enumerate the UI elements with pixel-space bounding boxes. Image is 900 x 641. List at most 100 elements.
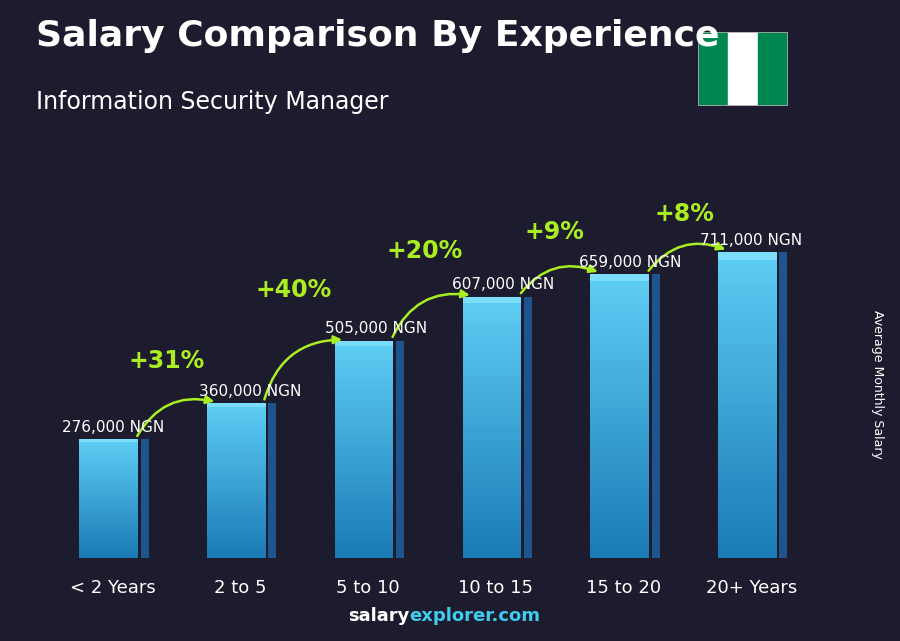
Bar bbox=[718, 271, 777, 275]
Bar bbox=[79, 516, 138, 518]
Bar bbox=[79, 454, 138, 455]
Bar bbox=[335, 547, 393, 549]
Bar bbox=[718, 512, 777, 515]
Bar bbox=[718, 439, 777, 443]
Bar bbox=[335, 357, 393, 360]
Bar bbox=[463, 404, 521, 408]
Bar bbox=[79, 497, 138, 498]
Bar bbox=[463, 515, 521, 519]
Bar bbox=[335, 498, 393, 501]
Bar bbox=[718, 287, 777, 290]
Bar bbox=[718, 478, 777, 481]
Bar bbox=[463, 460, 521, 463]
Bar bbox=[207, 513, 266, 515]
Bar bbox=[463, 535, 521, 538]
Bar bbox=[463, 349, 521, 352]
Bar bbox=[463, 531, 521, 535]
Bar bbox=[79, 535, 138, 537]
Bar bbox=[463, 352, 521, 355]
Bar bbox=[79, 474, 138, 476]
Bar bbox=[463, 437, 521, 440]
Bar bbox=[718, 367, 777, 370]
Bar bbox=[590, 512, 649, 515]
Bar bbox=[207, 494, 266, 495]
Bar bbox=[335, 414, 393, 417]
Bar bbox=[140, 439, 148, 558]
Bar bbox=[718, 504, 777, 508]
Bar bbox=[718, 420, 777, 424]
Bar bbox=[335, 408, 393, 411]
Bar bbox=[718, 493, 777, 497]
Bar bbox=[79, 503, 138, 504]
Bar bbox=[335, 438, 393, 441]
Bar bbox=[590, 526, 649, 529]
Text: 360,000 NGN: 360,000 NGN bbox=[200, 384, 302, 399]
Bar bbox=[207, 482, 266, 484]
Bar bbox=[718, 470, 777, 474]
Bar bbox=[590, 345, 649, 349]
Bar bbox=[79, 507, 138, 509]
Bar bbox=[463, 316, 521, 319]
Bar bbox=[590, 285, 649, 288]
Bar bbox=[335, 403, 393, 406]
Bar bbox=[79, 490, 138, 491]
Bar bbox=[207, 467, 266, 469]
Bar bbox=[335, 506, 393, 509]
Bar bbox=[207, 403, 266, 405]
Bar bbox=[590, 353, 649, 356]
Bar bbox=[79, 442, 138, 444]
Bar bbox=[463, 538, 521, 542]
Bar bbox=[335, 400, 393, 403]
Bar bbox=[79, 520, 138, 522]
Bar bbox=[79, 512, 138, 513]
Bar bbox=[207, 403, 266, 407]
Bar bbox=[718, 397, 777, 401]
Bar bbox=[590, 363, 649, 367]
Bar bbox=[335, 549, 393, 553]
Bar bbox=[79, 472, 138, 473]
Bar bbox=[590, 420, 649, 423]
Bar bbox=[718, 405, 777, 409]
Bar bbox=[335, 474, 393, 476]
Bar bbox=[79, 449, 138, 451]
Bar bbox=[590, 335, 649, 338]
Bar bbox=[207, 523, 266, 525]
Bar bbox=[79, 451, 138, 453]
Bar bbox=[718, 428, 777, 431]
Bar bbox=[207, 440, 266, 442]
Bar bbox=[335, 544, 393, 547]
Bar bbox=[590, 398, 649, 402]
Bar bbox=[79, 524, 138, 525]
Text: 20+ Years: 20+ Years bbox=[706, 579, 797, 597]
Bar bbox=[463, 512, 521, 515]
Bar bbox=[207, 535, 266, 537]
Bar bbox=[590, 479, 649, 483]
Bar bbox=[335, 542, 393, 544]
Bar bbox=[335, 446, 393, 449]
Bar bbox=[463, 326, 521, 329]
Bar bbox=[207, 501, 266, 503]
Bar bbox=[463, 486, 521, 489]
Bar bbox=[718, 302, 777, 306]
Bar bbox=[590, 448, 649, 451]
Bar bbox=[718, 550, 777, 554]
Bar bbox=[590, 388, 649, 391]
Bar bbox=[79, 439, 138, 442]
Bar bbox=[718, 538, 777, 542]
Bar bbox=[463, 395, 521, 398]
Bar bbox=[718, 454, 777, 458]
Bar bbox=[335, 457, 393, 460]
Bar bbox=[590, 544, 649, 547]
Bar bbox=[335, 514, 393, 517]
Bar bbox=[463, 297, 521, 300]
Bar bbox=[207, 531, 266, 533]
Bar bbox=[590, 395, 649, 398]
Bar bbox=[463, 509, 521, 512]
Bar bbox=[335, 346, 393, 349]
Bar bbox=[463, 519, 521, 522]
Bar bbox=[463, 506, 521, 509]
Bar bbox=[207, 497, 266, 499]
Bar bbox=[590, 423, 649, 427]
Bar bbox=[335, 444, 393, 446]
Bar bbox=[463, 548, 521, 551]
